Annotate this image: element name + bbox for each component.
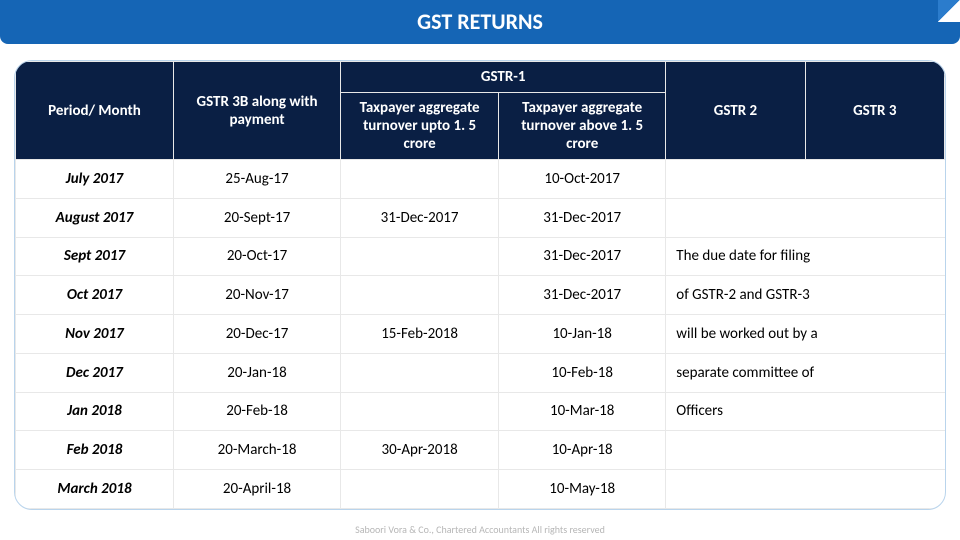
header-row-1: Period/ Month GSTR 3B along with payment… [16, 62, 945, 93]
cell-low [341, 470, 499, 509]
title-bar: GST RETURNS [0, 0, 960, 44]
cell-high: 10-May-18 [499, 470, 666, 509]
cell-note [666, 431, 945, 470]
cell-high: 10-Mar-18 [499, 392, 666, 431]
table-row: March 2018 20-April-18 10-May-18 [16, 470, 945, 509]
cell-period: Dec 2017 [16, 353, 174, 392]
col-gstr3b: GSTR 3B along with payment [173, 62, 340, 160]
table-row: Feb 2018 20-March-18 30-Apr-2018 10-Apr-… [16, 431, 945, 470]
cell-low [341, 237, 499, 276]
cell-high: 10-Feb-18 [499, 353, 666, 392]
table-row: Sept 2017 20-Oct-17 31-Dec-2017 The due … [16, 237, 945, 276]
cell-note: Officers [666, 392, 945, 431]
cell-note [666, 160, 945, 199]
cell-gstr3b: 20-Oct-17 [173, 237, 340, 276]
cell-period: Jan 2018 [16, 392, 174, 431]
cell-high: 10-Oct-2017 [499, 160, 666, 199]
cell-gstr3b: 20-March-18 [173, 431, 340, 470]
col-gstr1-high: Taxpayer aggregate turnover above 1. 5 c… [499, 93, 666, 160]
cell-note [666, 470, 945, 509]
cell-period: Nov 2017 [16, 315, 174, 354]
cell-gstr3b: 20-Dec-17 [173, 315, 340, 354]
cell-gstr3b: 20-Jan-18 [173, 353, 340, 392]
table-row: Dec 2017 20-Jan-18 10-Feb-18 separate co… [16, 353, 945, 392]
cell-period: Sept 2017 [16, 237, 174, 276]
table-frame: Period/ Month GSTR 3B along with payment… [14, 60, 946, 510]
cell-gstr3b: 20-Sept-17 [173, 198, 340, 237]
col-gstr1-super: GSTR-1 [341, 62, 666, 93]
table-row: Jan 2018 20-Feb-18 10-Mar-18 Officers [16, 392, 945, 431]
cell-high: 10-Apr-18 [499, 431, 666, 470]
table-row: August 2017 20-Sept-17 31-Dec-2017 31-De… [16, 198, 945, 237]
gst-returns-table: Period/ Month GSTR 3B along with payment… [15, 61, 945, 509]
cell-high: 31-Dec-2017 [499, 198, 666, 237]
col-period: Period/ Month [16, 62, 174, 160]
cell-note: The due date for filing [666, 237, 945, 276]
cell-gstr3b: 20-Feb-18 [173, 392, 340, 431]
table-row: Oct 2017 20-Nov-17 31-Dec-2017 of GSTR-2… [16, 276, 945, 315]
cell-gstr3b: 20-April-18 [173, 470, 340, 509]
cell-gstr3b: 20-Nov-17 [173, 276, 340, 315]
cell-low [341, 392, 499, 431]
cell-low [341, 276, 499, 315]
cell-low [341, 160, 499, 199]
footer-text: Saboori Vora & Co., Chartered Accountant… [0, 523, 960, 536]
cell-gstr3b: 25-Aug-17 [173, 160, 340, 199]
cell-high: 10-Jan-18 [499, 315, 666, 354]
cell-low: 31-Dec-2017 [341, 198, 499, 237]
col-gstr2: GSTR 2 [666, 62, 805, 160]
cell-period: July 2017 [16, 160, 174, 199]
cell-period: Oct 2017 [16, 276, 174, 315]
col-gstr1-low: Taxpayer aggregate turnover upto 1. 5 cr… [341, 93, 499, 160]
col-gstr3: GSTR 3 [805, 62, 944, 160]
cell-note: separate committee of [666, 353, 945, 392]
table-row: Nov 2017 20-Dec-17 15-Feb-2018 10-Jan-18… [16, 315, 945, 354]
cell-period: August 2017 [16, 198, 174, 237]
cell-period: March 2018 [16, 470, 174, 509]
table-row: July 2017 25-Aug-17 10-Oct-2017 [16, 160, 945, 199]
cell-low: 15-Feb-2018 [341, 315, 499, 354]
cell-note [666, 198, 945, 237]
slide: GST RETURNS Period/ Month GSTR 3B along … [0, 0, 960, 540]
cell-high: 31-Dec-2017 [499, 237, 666, 276]
cell-high: 31-Dec-2017 [499, 276, 666, 315]
cell-low [341, 353, 499, 392]
cell-note: will be worked out by a [666, 315, 945, 354]
cell-low: 30-Apr-2018 [341, 431, 499, 470]
cell-note: of GSTR-2 and GSTR-3 [666, 276, 945, 315]
corner-fold-icon [938, 0, 960, 22]
page-title: GST RETURNS [417, 8, 543, 35]
cell-period: Feb 2018 [16, 431, 174, 470]
